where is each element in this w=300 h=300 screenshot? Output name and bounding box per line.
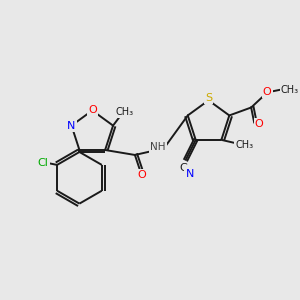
Text: O: O	[263, 87, 272, 97]
Text: CH₃: CH₃	[235, 140, 253, 150]
Text: NH: NH	[150, 142, 166, 152]
Text: O: O	[255, 119, 263, 129]
Text: N: N	[67, 121, 76, 130]
Text: N: N	[185, 169, 194, 178]
Text: CH₃: CH₃	[281, 85, 299, 94]
Text: CH₃: CH₃	[116, 107, 134, 117]
Text: C: C	[179, 163, 187, 173]
Text: O: O	[137, 170, 146, 180]
Text: O: O	[88, 106, 97, 116]
Text: S: S	[205, 93, 212, 103]
Text: Cl: Cl	[38, 158, 49, 168]
